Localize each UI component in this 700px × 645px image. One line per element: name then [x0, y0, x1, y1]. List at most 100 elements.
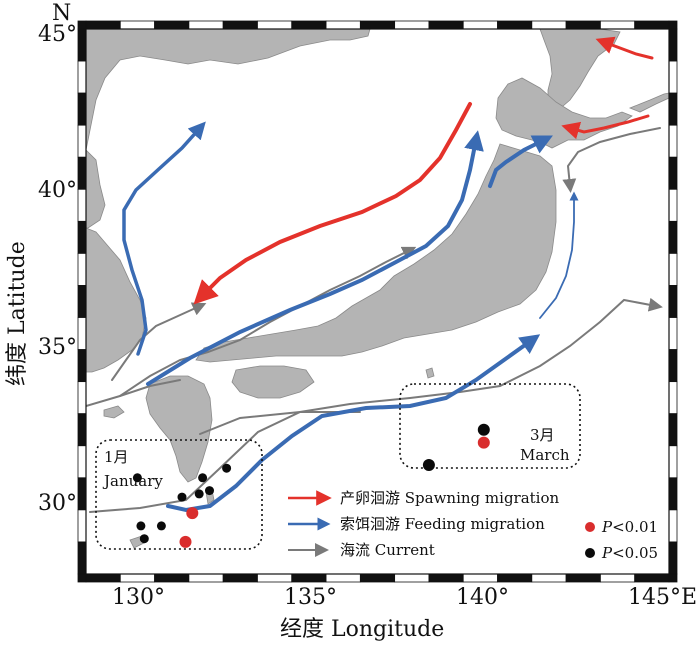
current-oyashio	[562, 127, 661, 193]
legend-spawning-label: 产卵洄游 Spawning migration	[340, 489, 560, 507]
frame-right-seg	[668, 317, 678, 350]
frame-bottom-seg	[600, 573, 636, 583]
frame-top-seg	[154, 20, 190, 30]
y-tick-45: 45°	[38, 22, 77, 47]
frame-bottom-seg	[634, 573, 670, 583]
frame-right-seg	[668, 253, 678, 286]
frame-top-seg	[325, 20, 361, 30]
x-axis-title: 经度 Longitude	[280, 617, 444, 642]
january-p005-point-6	[198, 473, 208, 483]
land-jeju	[103, 405, 125, 419]
frame-right-seg	[668, 188, 678, 222]
feeding-route-japan-sea	[146, 130, 484, 386]
frame-top-seg	[634, 20, 670, 30]
land-honshu	[195, 143, 557, 363]
frame-corner	[77, 20, 87, 30]
frame-top-seg	[428, 20, 464, 30]
frame-bottom-seg	[428, 573, 464, 583]
frame-left-seg	[77, 381, 87, 415]
frame-right-seg	[668, 285, 678, 318]
current-kuroshio	[89, 297, 663, 513]
spawning-routes	[193, 36, 654, 305]
spawning-route-north-1	[595, 36, 654, 60]
march-p001-point-0	[477, 436, 490, 449]
frame-right-seg	[668, 509, 678, 543]
january-label-cn: 1月	[104, 448, 129, 466]
january-label-en: January	[102, 472, 163, 490]
frame-bottom-seg	[291, 573, 327, 583]
frame-left-seg	[77, 349, 87, 383]
frame-left-seg	[77, 445, 87, 479]
y-axis-title: 纬度 Latitude	[5, 241, 30, 386]
january-p005-point-3	[156, 521, 166, 531]
frame-right-seg	[668, 381, 678, 415]
frame-left-seg	[77, 541, 87, 575]
january-p005-point-7	[205, 486, 214, 496]
frame-top-seg	[188, 20, 224, 30]
land-mainland	[86, 29, 371, 151]
feeding-route-pacific	[539, 191, 579, 319]
feeding-route-hokkaido	[488, 135, 553, 188]
frame-corner	[668, 573, 678, 583]
x-tick-130: 130°	[112, 585, 165, 610]
current-west	[86, 379, 181, 407]
frame-bottom-seg	[325, 573, 361, 583]
frame-left-seg	[77, 92, 87, 126]
legend-p005-marker	[585, 548, 595, 558]
significance-points	[132, 423, 490, 548]
frame-bottom-seg	[222, 573, 258, 583]
frame-left-seg	[77, 477, 87, 511]
january-region-box	[95, 439, 263, 550]
frame-bottom-seg	[154, 573, 190, 583]
frame-right-seg	[668, 477, 678, 511]
x-tick-135: 135°	[284, 585, 337, 610]
y-tick-30: 30°	[38, 491, 77, 516]
march-p005-point-0	[477, 423, 490, 436]
march-label-cn: 3月	[530, 426, 555, 444]
january-p005-point-0	[132, 473, 142, 483]
frame-right-seg	[668, 220, 678, 254]
frame-left-seg	[77, 220, 87, 254]
frame-bottom-seg	[85, 573, 121, 583]
legend-p001-marker	[585, 522, 595, 532]
frame-top-seg	[85, 20, 121, 30]
frame-left-seg	[77, 28, 87, 62]
january-p005-point-5	[194, 489, 204, 499]
frame-left-seg	[77, 413, 87, 447]
frame-top-seg	[462, 20, 498, 30]
legend-current-label: 海流 Current	[340, 541, 435, 559]
frame-right-seg	[668, 445, 678, 479]
legend: 产卵洄游 Spawning migration 索饵洄游 Feeding mig…	[288, 489, 658, 562]
frame-top-seg	[291, 20, 327, 30]
frame-top-seg	[257, 20, 293, 30]
frame-top-seg	[531, 20, 567, 30]
feeding-routes	[122, 121, 579, 513]
frame-right-seg	[668, 413, 678, 447]
x-tick-145: 145°E	[628, 585, 697, 610]
january-p005-point-4	[177, 492, 187, 502]
january-p005-point-2	[139, 534, 149, 544]
land-izu	[425, 367, 435, 379]
frame-left-seg	[77, 188, 87, 222]
january-p005-point-1	[136, 521, 146, 531]
frame-bottom-seg	[188, 573, 224, 583]
frame-bottom-seg	[394, 573, 430, 583]
frame-right-seg	[668, 92, 678, 126]
y-tick-40: 40°	[38, 178, 77, 203]
frame-top-seg	[600, 20, 636, 30]
frame-top-seg	[222, 20, 258, 30]
frame-right-seg	[668, 349, 678, 383]
january-p001-point-1	[179, 535, 192, 548]
frame-right-seg	[668, 60, 678, 94]
land-kyushu	[145, 375, 213, 483]
spawning-route-japan-sea	[193, 102, 472, 305]
legend-p005-label: P<0.05	[601, 544, 658, 562]
frame-left-seg	[77, 60, 87, 94]
frame-corner	[77, 573, 87, 583]
north-label: N	[52, 1, 71, 26]
frame-right-seg	[668, 28, 678, 62]
frame-left-seg	[77, 285, 87, 318]
feeding-route-korea	[122, 121, 206, 356]
frame-inner-border	[85, 28, 670, 575]
